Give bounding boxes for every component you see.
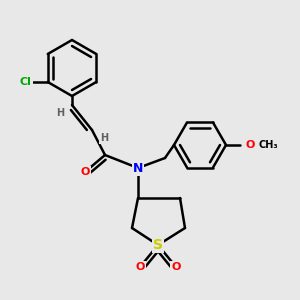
- Text: N: N: [133, 161, 143, 175]
- Text: H: H: [56, 108, 64, 118]
- Text: O: O: [135, 262, 145, 272]
- Text: O: O: [171, 262, 181, 272]
- Text: O: O: [80, 167, 90, 177]
- Text: CH₃: CH₃: [258, 140, 278, 150]
- Text: Cl: Cl: [20, 77, 32, 87]
- Text: S: S: [153, 238, 163, 252]
- Text: O: O: [245, 140, 255, 150]
- Text: H: H: [100, 133, 108, 143]
